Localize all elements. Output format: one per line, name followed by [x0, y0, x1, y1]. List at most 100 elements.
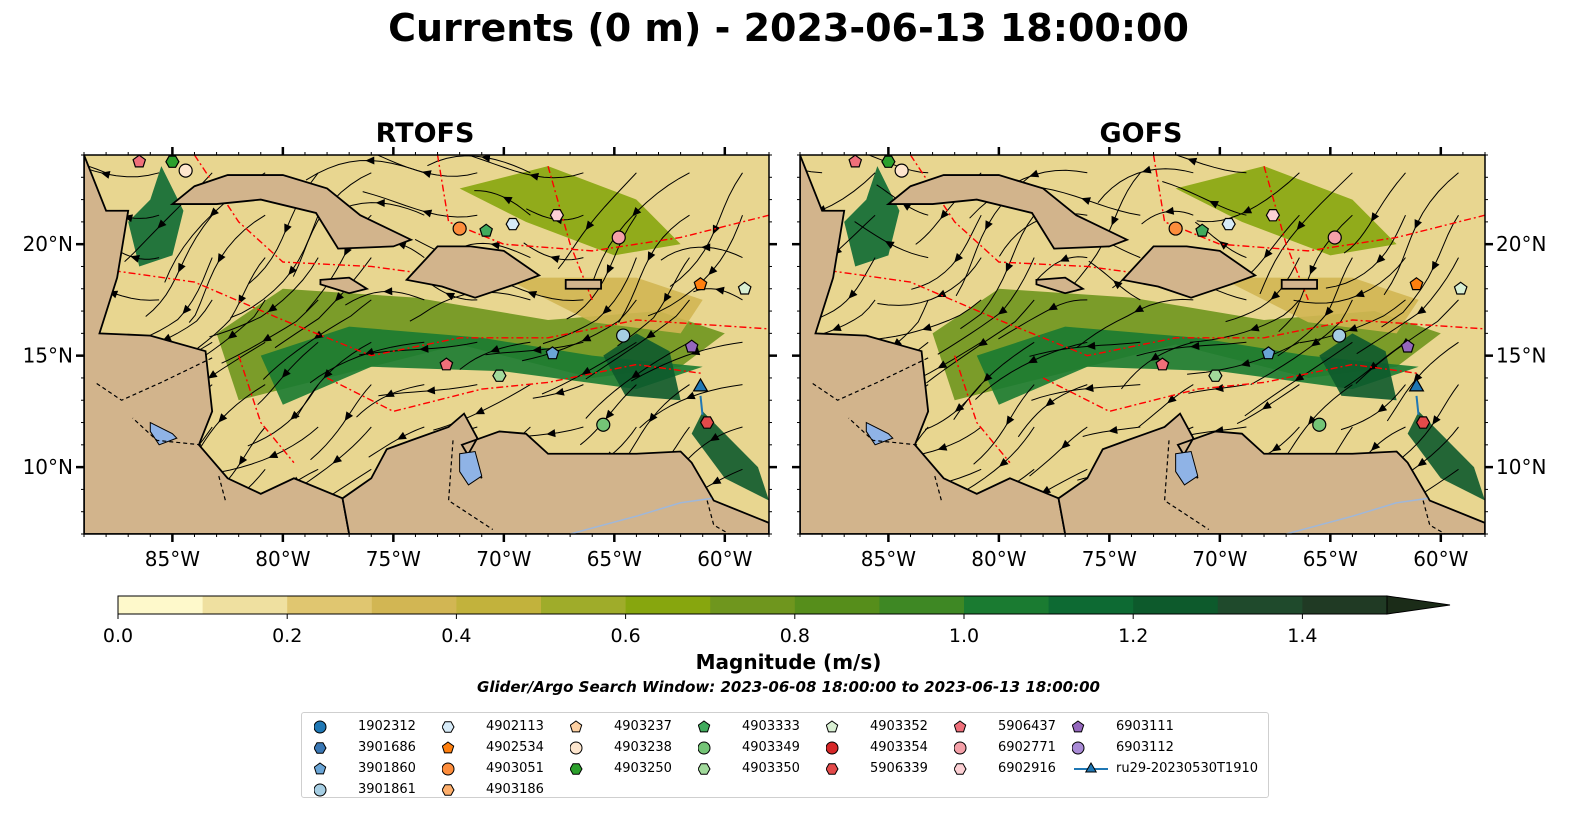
lat-tick-label: 20°N: [1496, 232, 1546, 256]
glider-track: [1415, 395, 1420, 415]
streamline: [960, 214, 1035, 330]
colorbar-segment: [287, 596, 373, 614]
colorbar-segment: [456, 596, 542, 614]
land: [404, 245, 542, 299]
eez-boundary: [1152, 155, 1485, 252]
streamline: [1189, 299, 1300, 343]
streamline-arrow: [1307, 415, 1317, 425]
country-border: [706, 500, 730, 534]
streamline: [937, 257, 1035, 355]
legend-label: 4902113: [486, 719, 544, 734]
streamline-arrow: [940, 209, 950, 220]
legend-marker: [442, 741, 455, 754]
float-marker-4903333: [1195, 223, 1210, 237]
legend-marker: [954, 741, 967, 755]
colorbar-segment: [202, 596, 288, 614]
streamline-arrow: [1006, 415, 1015, 426]
eez-boundary: [193, 155, 438, 277]
float-marker-4903349: [596, 417, 611, 432]
streamline-arrow: [709, 433, 720, 442]
streamline: [1355, 299, 1459, 384]
colorbar-segment: [1302, 596, 1388, 614]
streamline-arrow: [1005, 262, 1014, 273]
lake: [149, 421, 178, 446]
lat-tick-label: 10°N: [23, 455, 73, 479]
streamline-arrow: [529, 172, 539, 181]
legend-marker: [570, 741, 583, 755]
panel-title-gofs: GOFS: [1099, 118, 1183, 149]
map-frame-rtofs: [83, 154, 770, 535]
legend-marker: [314, 742, 327, 754]
colorbar-segment: [625, 596, 711, 614]
streamline-arrow: [218, 413, 228, 423]
streamline-arrow: [685, 391, 696, 400]
streamline-arrow: [182, 304, 192, 315]
streamline-arrow: [384, 389, 395, 397]
colorbar-frame: [117, 595, 1388, 615]
legend-marker: [1072, 720, 1085, 733]
streamline-arrow: [1324, 306, 1334, 317]
streamline-arrow: [1214, 384, 1224, 392]
lat-tick-label: 20°N: [23, 232, 73, 256]
streamline-arrow: [1263, 248, 1273, 259]
land: [885, 174, 1130, 250]
legend-label: 4903250: [614, 761, 672, 776]
streamline: [1031, 384, 1141, 401]
legend-label: 4903354: [870, 740, 928, 755]
streamline: [1250, 299, 1353, 386]
streamline-arrow: [777, 277, 789, 288]
float-marker-4903250: [165, 155, 180, 168]
streamline-arrow: [130, 254, 140, 263]
streamline-arrow: [1187, 157, 1198, 166]
streamline-arrow: [217, 253, 226, 263]
float-marker-5906437: [1155, 357, 1170, 371]
eez-boundary: [238, 355, 295, 464]
streamline-arrow: [1261, 401, 1272, 410]
streamline-arrow: [1029, 169, 1040, 178]
country-border: [848, 417, 918, 446]
land: [169, 174, 414, 250]
colorbar-segment: [879, 596, 965, 614]
streamline: [84, 167, 160, 178]
land: [1057, 412, 1485, 534]
lon-tick-label: 80°W: [971, 547, 1026, 571]
float-marker-4903051: [1168, 221, 1183, 236]
streamline-arrow: [937, 443, 948, 451]
streamline-arrow: [602, 305, 612, 315]
lon-tick-label: 75°W: [366, 547, 421, 571]
streamline-arrow: [425, 386, 436, 395]
streamline-arrow: [502, 196, 513, 205]
eez-boundary: [326, 363, 703, 413]
legend-label: 3901860: [358, 761, 416, 776]
streamline-arrow: [262, 333, 272, 342]
streamline-arrow: [1218, 241, 1229, 250]
colorbar-segment: [794, 596, 880, 614]
eez-boundary: [909, 155, 1154, 277]
streamline-arrow: [1027, 355, 1038, 364]
streamline-arrow: [1431, 260, 1440, 271]
streamline-arrow: [207, 370, 218, 379]
colorbar-segment: [710, 596, 796, 614]
streamline-arrow: [1061, 439, 1071, 449]
streamline-arrow: [1370, 212, 1380, 222]
streamline: [647, 215, 743, 317]
legend-label: 3901686: [358, 740, 416, 755]
streamline-arrow: [421, 170, 432, 179]
streamline: [1187, 341, 1300, 375]
eez-boundary: [954, 355, 1011, 464]
streamline-arrow: [645, 330, 656, 339]
legend-label: 3901861: [358, 782, 416, 797]
lon-tick-label: 85°W: [145, 547, 200, 571]
lon-tick-label: 70°W: [476, 547, 531, 571]
legend-label: 4903186: [486, 782, 544, 797]
land: [1120, 245, 1258, 299]
colorbar-segment: [1217, 596, 1303, 614]
streamline-arrow: [1432, 415, 1441, 425]
legend-label: 4903349: [742, 740, 800, 755]
streamline-arrow: [922, 323, 932, 331]
colorbar-segment: [964, 596, 1050, 614]
legend-marker: [954, 720, 967, 733]
float-marker-4903250: [881, 155, 896, 168]
streamline-arrow: [1111, 215, 1119, 226]
lake: [1175, 450, 1199, 486]
